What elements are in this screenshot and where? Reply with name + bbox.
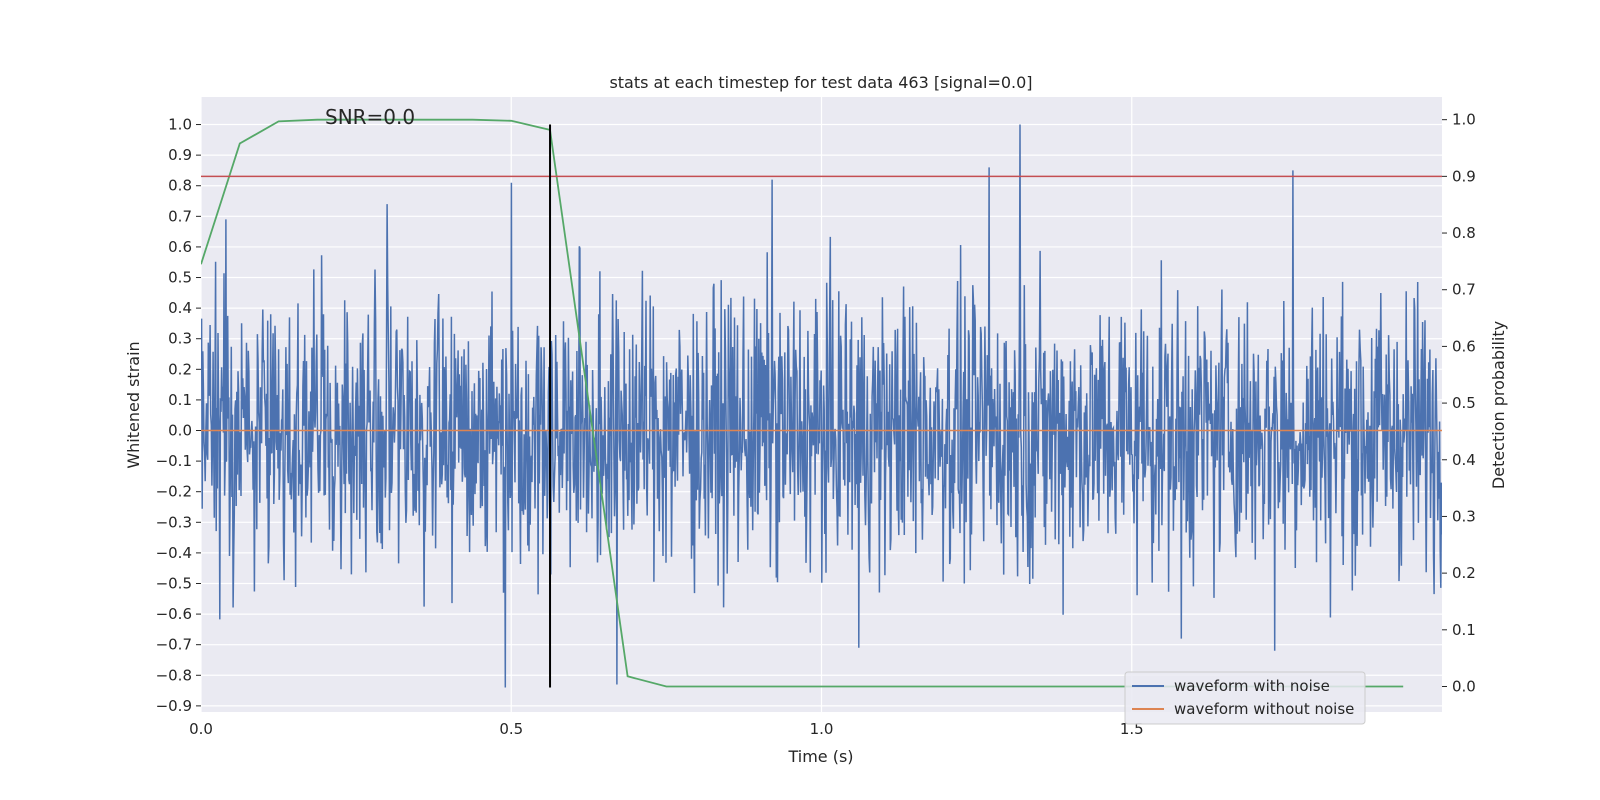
y-left-tick-label: −0.4 [156,544,192,562]
y-right-tick-label: 0.1 [1452,621,1476,639]
y-right-tick-label: 0.5 [1452,394,1476,412]
legend-label-noise: waveform with noise [1174,677,1330,695]
y-left-tick-label: 1.0 [168,116,192,134]
y-left-tick-label: 0.5 [168,269,192,287]
y-axis-left-label: Whitened strain [124,341,143,468]
y-right-tick-label: 0.8 [1452,224,1476,242]
y-right-tick-label: 0.0 [1452,677,1476,695]
x-tick-label: 1.0 [810,720,834,738]
y-left-tick-label: −0.7 [156,636,192,654]
y-left-tick-label: −0.1 [156,452,192,470]
y-left-tick-label: −0.8 [156,666,192,684]
y-right-tick-label: 0.7 [1452,281,1476,299]
y-right-tick-label: 0.9 [1452,167,1476,185]
y-left-tick-label: 0.4 [168,299,192,317]
series-waveform-with-noise [201,124,1442,688]
y-left-tick-label: −0.6 [156,605,192,623]
chart-title: stats at each timestep for test data 463… [609,73,1032,92]
y-left-tick-label: 0.3 [168,330,192,348]
y-right-tick-label: 0.2 [1452,564,1476,582]
x-tick-label: 0.0 [189,720,213,738]
snr-annotation: SNR=0.0 [325,105,415,129]
y-left-tick-label: 0.9 [168,146,192,164]
y-left-tick-label: 0.6 [168,238,192,256]
y-left-tick-label: 0.2 [168,360,192,378]
y-right-tick-label: 1.0 [1452,111,1476,129]
x-tick-label: 0.5 [499,720,523,738]
y-left-tick-label: −0.5 [156,574,192,592]
y-left-tick-label: 0.1 [168,391,192,409]
y-right-tick-label: 0.3 [1452,507,1476,525]
y-left-tick-label: 0.8 [168,177,192,195]
x-axis-label: Time (s) [787,747,853,766]
y-axis-right-label: Detection probability [1489,321,1508,489]
y-left-tick-label: −0.3 [156,513,192,531]
legend-label-clean: waveform without noise [1174,700,1354,718]
y-left-tick-label: 0.7 [168,207,192,225]
y-right-tick-label: 0.6 [1452,337,1476,355]
y-right-tick-label: 0.4 [1452,451,1476,469]
y-left-tick-label: 0.0 [168,422,192,440]
legend: waveform with noise waveform without noi… [1124,671,1366,725]
y-left-tick-label: −0.9 [156,697,192,715]
legend-box [1124,671,1366,725]
y-left-tick-label: −0.2 [156,483,192,501]
